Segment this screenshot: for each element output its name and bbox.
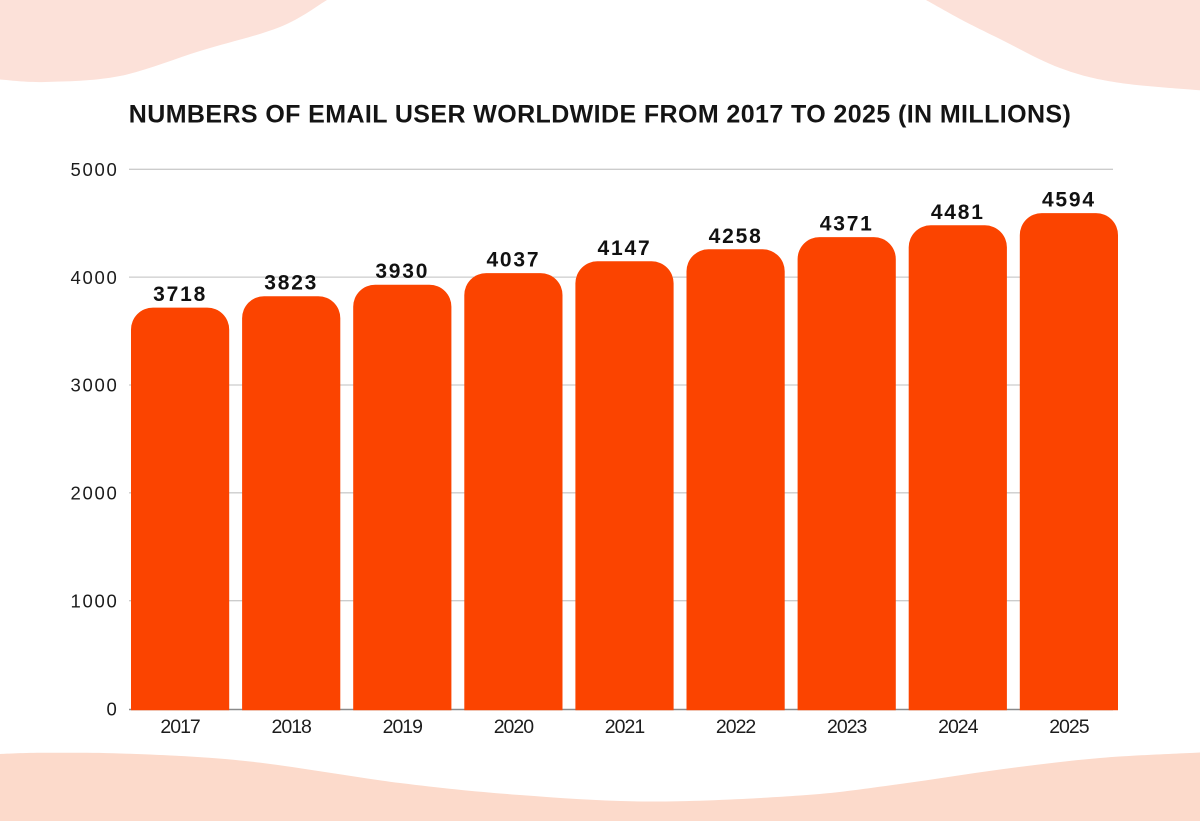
svg-text:4481: 4481 [931, 201, 985, 224]
svg-text:3930: 3930 [375, 260, 429, 283]
svg-text:4258: 4258 [709, 225, 763, 248]
svg-text:2024: 2024 [938, 716, 979, 738]
svg-text:2022: 2022 [716, 716, 756, 738]
svg-text:4147: 4147 [598, 237, 652, 260]
svg-text:4371: 4371 [820, 213, 874, 236]
svg-text:NUMBERS OF EMAIL USER WORLDWID: NUMBERS OF EMAIL USER WORLDWIDE FROM 201… [129, 101, 1071, 129]
svg-text:2017: 2017 [160, 716, 200, 738]
svg-text:3823: 3823 [264, 272, 318, 295]
svg-text:2019: 2019 [383, 716, 423, 738]
svg-text:2000: 2000 [71, 483, 119, 504]
svg-text:0: 0 [107, 699, 119, 720]
svg-text:2018: 2018 [272, 716, 312, 738]
svg-text:5000: 5000 [71, 159, 119, 180]
svg-text:2025: 2025 [1049, 716, 1090, 738]
svg-text:4000: 4000 [71, 267, 119, 288]
svg-text:3718: 3718 [153, 283, 207, 306]
svg-text:3000: 3000 [71, 375, 119, 396]
svg-text:4594: 4594 [1042, 189, 1096, 212]
svg-text:1000: 1000 [71, 590, 119, 611]
svg-text:2021: 2021 [605, 716, 645, 738]
svg-text:4037: 4037 [486, 249, 540, 272]
svg-text:2023: 2023 [827, 716, 867, 738]
svg-text:2020: 2020 [494, 716, 535, 738]
